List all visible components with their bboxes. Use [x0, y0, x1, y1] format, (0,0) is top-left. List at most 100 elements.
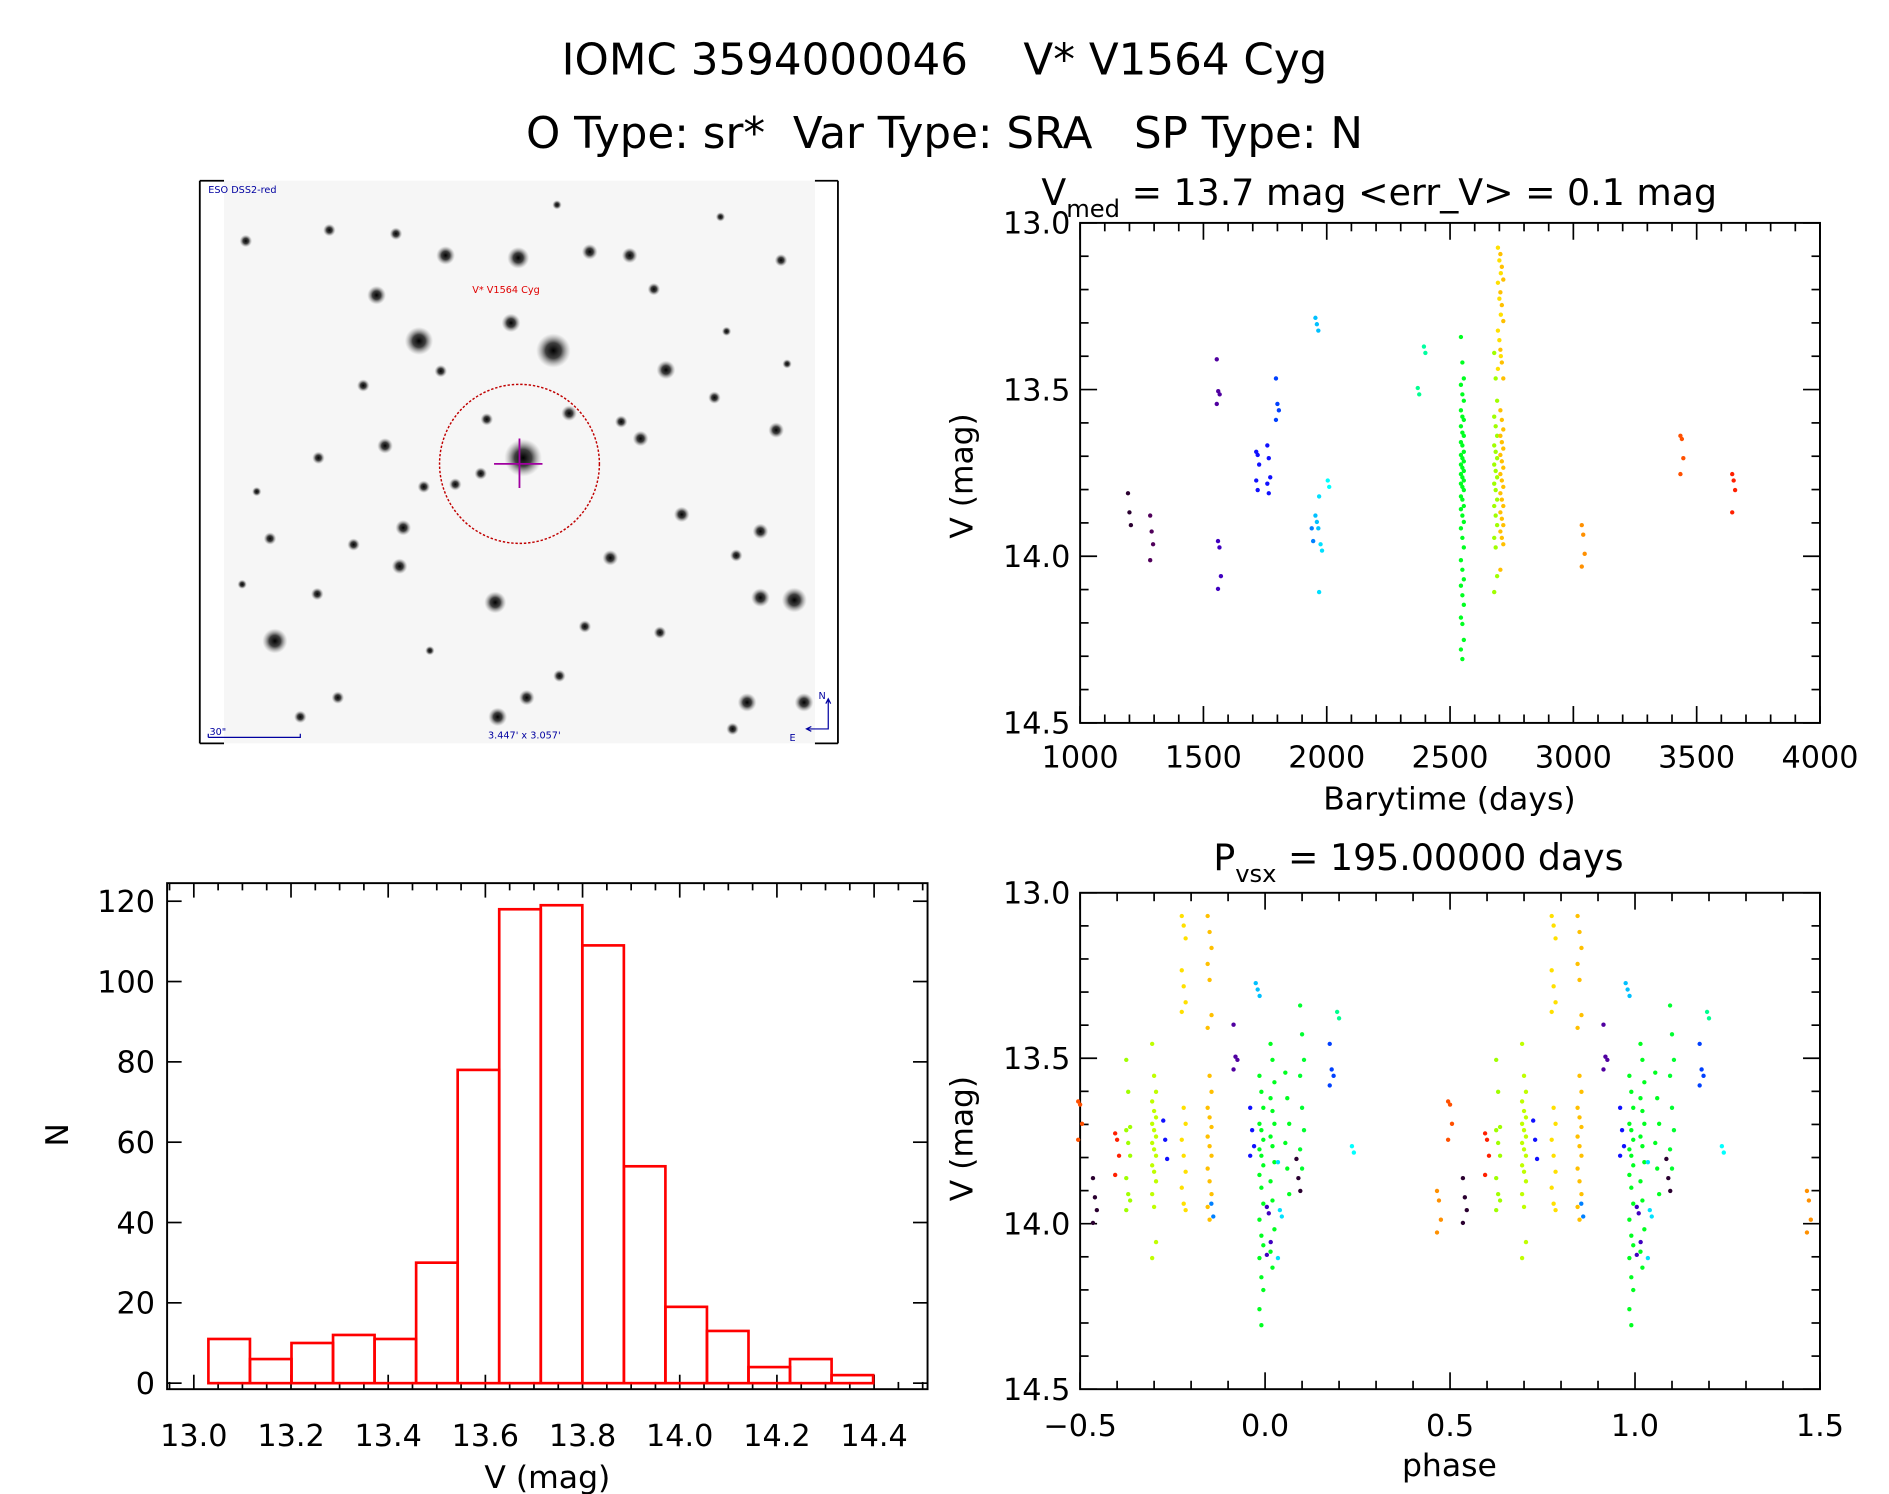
data-point [1124, 1128, 1129, 1133]
data-point [1704, 1009, 1710, 1015]
star [237, 579, 247, 590]
data-point [1299, 1105, 1305, 1110]
data-point [1551, 1153, 1556, 1158]
data-point [1299, 1166, 1305, 1171]
data-point [1214, 401, 1219, 407]
data-point [1458, 615, 1464, 620]
data-point [1498, 529, 1503, 534]
data-point [1273, 417, 1279, 423]
data-point [1256, 462, 1262, 467]
data-point [1298, 1188, 1303, 1194]
data-point [1460, 567, 1465, 572]
data-point [1283, 1140, 1288, 1146]
y-tick-label: 13.0 [1003, 207, 1070, 242]
data-point [1149, 529, 1154, 534]
data-point [1270, 1198, 1275, 1203]
data-point [1494, 1207, 1499, 1213]
data-point [1549, 1009, 1554, 1015]
data-point [1257, 1172, 1262, 1178]
data-point [1669, 1032, 1675, 1037]
data-point [1501, 465, 1506, 470]
data-point [1116, 1153, 1122, 1158]
target-crosshair-icon [494, 438, 543, 488]
data-point [1276, 408, 1282, 413]
x-tick-label: 14.0 [646, 1419, 713, 1454]
data-point [1627, 1147, 1632, 1152]
star [781, 587, 807, 613]
data-point [1254, 478, 1259, 483]
data-point [1582, 551, 1587, 556]
x-tick-label: 14.2 [743, 1419, 810, 1454]
data-point [1257, 1147, 1262, 1152]
data-point [1629, 1233, 1634, 1238]
data-point [1327, 484, 1332, 490]
star [578, 620, 592, 633]
data-point [1248, 1153, 1253, 1158]
data-point [1498, 290, 1503, 295]
data-point [1804, 1230, 1810, 1235]
data-point [1521, 1108, 1527, 1114]
data-point [1076, 1099, 1081, 1104]
data-point [1498, 271, 1504, 276]
data-point [1495, 328, 1501, 333]
data-point [1498, 567, 1503, 572]
data-point [1730, 510, 1735, 515]
data-point [1493, 468, 1498, 474]
data-point [1257, 1307, 1262, 1312]
data-point [1458, 583, 1464, 588]
data-point [1493, 449, 1498, 454]
data-point [1218, 573, 1224, 579]
data-point [1259, 1233, 1264, 1238]
data-point [1531, 1118, 1536, 1123]
data-point [1458, 526, 1464, 531]
star [356, 379, 370, 392]
data-point [1460, 656, 1465, 662]
data-point [1497, 1153, 1503, 1158]
star [262, 628, 288, 654]
data-point [1532, 1137, 1538, 1142]
histogram-ylabel: N [40, 1123, 76, 1146]
star [614, 415, 628, 428]
star [581, 243, 598, 260]
data-point [1460, 360, 1465, 365]
plot-frame [166, 882, 929, 1391]
star [323, 223, 336, 237]
data-point [1655, 1096, 1660, 1101]
data-point [1268, 1041, 1273, 1047]
data-point [1579, 564, 1584, 569]
data-point [1214, 357, 1219, 362]
data-point [1519, 1191, 1525, 1197]
data-point [1553, 1000, 1558, 1005]
data-point [1492, 535, 1497, 541]
phase-title: Pvsx = 195.00000 days [1213, 836, 1623, 888]
data-point [1492, 443, 1497, 448]
data-point [1501, 522, 1506, 528]
data-point [1519, 1255, 1525, 1261]
data-point [1124, 1207, 1129, 1213]
data-point [1640, 1144, 1645, 1149]
data-point [1498, 347, 1503, 352]
data-point [1266, 491, 1271, 496]
data-point [1501, 427, 1506, 432]
y-tick-label: 14.0 [1003, 540, 1070, 575]
star [389, 227, 403, 241]
data-point [1259, 1128, 1264, 1133]
data-point [1521, 1073, 1527, 1079]
data-point [1461, 398, 1467, 403]
star [518, 689, 535, 706]
data-point [1209, 1089, 1214, 1094]
data-point [1642, 1080, 1647, 1085]
star [251, 486, 262, 497]
data-point [1460, 1175, 1466, 1181]
data-point [1153, 1115, 1159, 1120]
data-point [1603, 1054, 1608, 1059]
data-point [1679, 436, 1685, 442]
data-point [1678, 471, 1683, 477]
star [436, 246, 456, 265]
data-point [1495, 1089, 1501, 1094]
data-point [1336, 1016, 1342, 1021]
data-point [1645, 1255, 1651, 1261]
data-point [1577, 1073, 1582, 1079]
data-point [1314, 519, 1320, 525]
data-point [1215, 586, 1221, 592]
